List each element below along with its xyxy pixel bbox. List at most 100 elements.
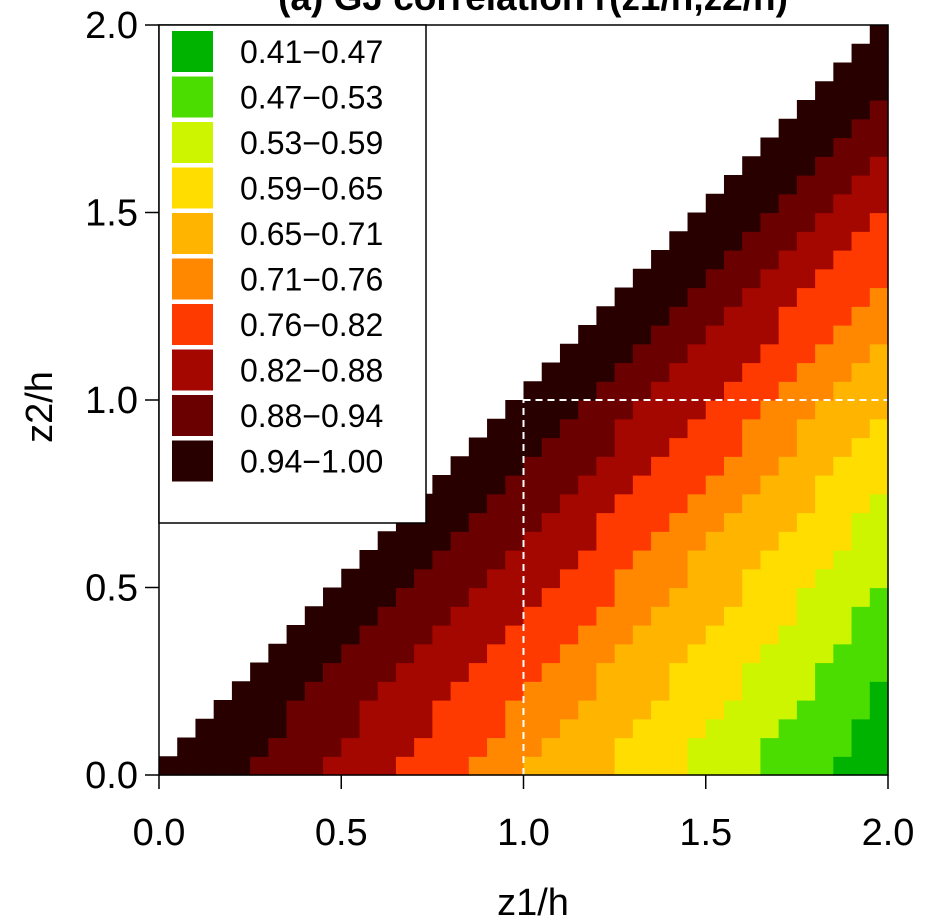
heatmap-cell (651, 362, 670, 382)
heatmap-cell (450, 493, 470, 514)
heatmap-cell (541, 550, 561, 570)
heatmap-cell (742, 756, 762, 776)
heatmap-cell (705, 662, 725, 682)
heatmap-cell (468, 456, 488, 476)
heatmap-cell (596, 718, 616, 739)
heatmap-cell (851, 550, 871, 570)
heatmap-cell (869, 362, 889, 382)
heatmap-cell (177, 756, 197, 776)
heatmap-cell (687, 681, 707, 701)
heatmap-cell (723, 362, 743, 382)
heatmap-cell (778, 343, 798, 364)
heatmap-cell (195, 718, 215, 739)
heatmap-cell (541, 531, 561, 551)
heatmap-cell (723, 193, 743, 214)
heatmap-cell (796, 493, 816, 514)
heatmap-cell (596, 662, 616, 682)
heatmap-cell (651, 381, 670, 401)
heatmap-cell (414, 550, 433, 570)
heatmap-cell (687, 493, 707, 514)
heatmap-cell (651, 475, 670, 495)
heatmap-cell (323, 681, 342, 701)
heatmap-cell (559, 400, 579, 420)
heatmap-cell (869, 493, 889, 514)
heatmap-cell (851, 681, 871, 701)
heatmap-cell (541, 418, 561, 439)
heatmap-cell (468, 606, 488, 626)
heatmap-cell (304, 718, 324, 739)
heatmap-cell (723, 250, 743, 270)
heatmap-cell (651, 250, 670, 270)
heatmap-cell (304, 662, 324, 682)
heatmap-cell (632, 325, 652, 345)
heatmap-cell (815, 100, 834, 120)
heatmap-cell (614, 493, 634, 514)
heatmap-cell (268, 643, 288, 664)
heatmap-cell (687, 737, 707, 757)
heatmap-cell (742, 287, 762, 307)
heatmap-cell (487, 550, 506, 570)
heatmap-cell (614, 756, 634, 776)
heatmap-cell (505, 475, 525, 495)
heatmap-cell (778, 512, 798, 532)
heatmap-cell (578, 400, 598, 420)
heatmap-cell (815, 81, 834, 101)
heatmap-cell (505, 456, 525, 476)
heatmap-cell (851, 62, 871, 82)
heatmap-cell (723, 287, 743, 307)
heatmap-cell (833, 662, 853, 682)
heatmap-cell (815, 643, 834, 664)
heatmap-cell (359, 568, 379, 589)
heatmap-cell (505, 437, 525, 457)
heatmap-cell (833, 231, 853, 251)
heatmap-cell (778, 475, 798, 495)
heatmap-cell (286, 681, 306, 701)
heatmap-cell (468, 681, 488, 701)
heatmap-cell (468, 550, 488, 570)
heatmap-cell (742, 437, 762, 457)
heatmap-cell (760, 231, 780, 251)
heatmap-cell (669, 437, 689, 457)
heatmap-cell (541, 756, 561, 776)
heatmap-cell (742, 268, 762, 289)
heatmap-cell (815, 700, 834, 720)
heatmap-cell (578, 681, 598, 701)
heatmap-cell (432, 737, 452, 757)
heatmap-cell (796, 362, 816, 382)
heatmap-cell (578, 456, 598, 476)
heatmap-cell (669, 287, 689, 307)
heatmap-cell (323, 737, 342, 757)
heatmap-cell (796, 568, 816, 589)
heatmap-cell (815, 325, 834, 345)
heatmap-cell (596, 418, 616, 439)
heatmap-cell (632, 587, 652, 607)
heatmap-cell (559, 625, 579, 645)
heatmap-cell (487, 587, 506, 607)
heatmap-cell (541, 625, 561, 645)
heatmap-cell (742, 475, 762, 495)
heatmap-cell (414, 625, 433, 645)
heatmap-cell (669, 512, 689, 532)
heatmap-cell (341, 718, 361, 739)
heatmap-cell (286, 643, 306, 664)
heatmap-cell (742, 662, 762, 682)
heatmap-cell (742, 381, 762, 401)
heatmap-cell (869, 568, 889, 589)
heatmap-cell (523, 512, 543, 532)
heatmap-cell (742, 718, 762, 739)
heatmap-cell (359, 662, 379, 682)
heatmap-cell (723, 418, 743, 439)
heatmap-cell (669, 568, 689, 589)
y-axis-label: z2/h (19, 371, 61, 443)
heatmap-cell (541, 718, 561, 739)
heatmap-cell (596, 550, 616, 570)
heatmap-cell (432, 606, 452, 626)
heatmap-cell (815, 250, 834, 270)
heatmap-cell (705, 231, 725, 251)
heatmap-cell (541, 475, 561, 495)
heatmap-cell (487, 606, 506, 626)
heatmap-cell (742, 681, 762, 701)
heatmap-cell (815, 381, 834, 401)
heatmap-cell (705, 587, 725, 607)
heatmap-cell (687, 700, 707, 720)
